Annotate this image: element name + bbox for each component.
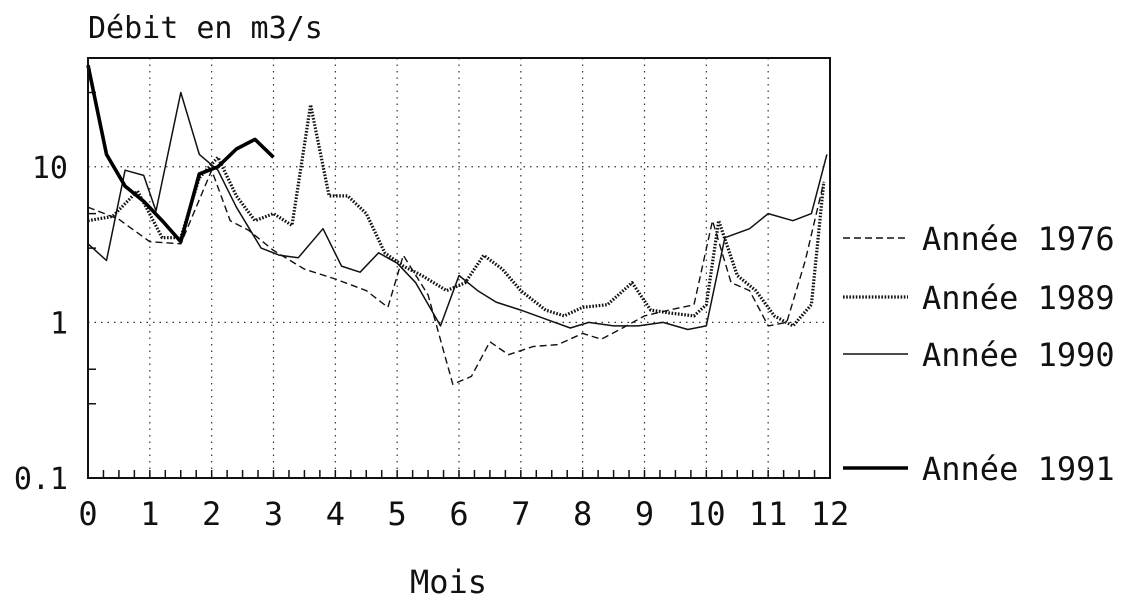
x-tick-label: 8 (573, 495, 592, 533)
x-tick-labels: 0 1 2 3 4 5 6 7 8 9 10 11 12 (78, 495, 849, 533)
y-tick-labels: 0.1 1 10 (14, 151, 68, 497)
x-tick-label: 11 (749, 495, 788, 533)
x-tick-label: 3 (264, 495, 283, 533)
legend-label: Année 1976 (922, 220, 1115, 258)
x-tick-label: 0 (78, 495, 97, 533)
y-tick-label: 10 (32, 151, 68, 186)
series-line-année-1989 (87, 103, 826, 328)
axis-ticks (87, 91, 831, 478)
legend-label: Année 1989 (922, 279, 1115, 317)
x-tick-label: 9 (635, 495, 654, 533)
legend: Année 1976 Année 1989 Année 1990 Année 1991 (843, 220, 1115, 488)
y-axis-label: Débit en m3/s (88, 11, 323, 46)
x-axis-label: Mois (410, 563, 487, 601)
x-tick-label: 2 (202, 495, 221, 533)
x-tick-label: 10 (687, 495, 726, 533)
series-lines (86, 64, 828, 385)
x-tick-label: 7 (511, 495, 530, 533)
legend-label: Année 1991 (922, 450, 1115, 488)
x-tick-label: 4 (326, 495, 345, 533)
x-tick-label: 1 (140, 495, 159, 533)
y-tick-label: 0.1 (14, 462, 68, 497)
x-tick-label: 6 (449, 495, 468, 533)
x-tick-label: 12 (811, 495, 850, 533)
y-tick-label: 1 (50, 306, 68, 341)
series-line-année-1991 (86, 64, 275, 244)
x-tick-label: 5 (388, 495, 407, 533)
plot-frame (87, 57, 831, 479)
series-line-année-1990 (87, 91, 828, 331)
legend-label: Année 1990 (922, 336, 1115, 374)
series-line-année-1976 (87, 169, 825, 385)
